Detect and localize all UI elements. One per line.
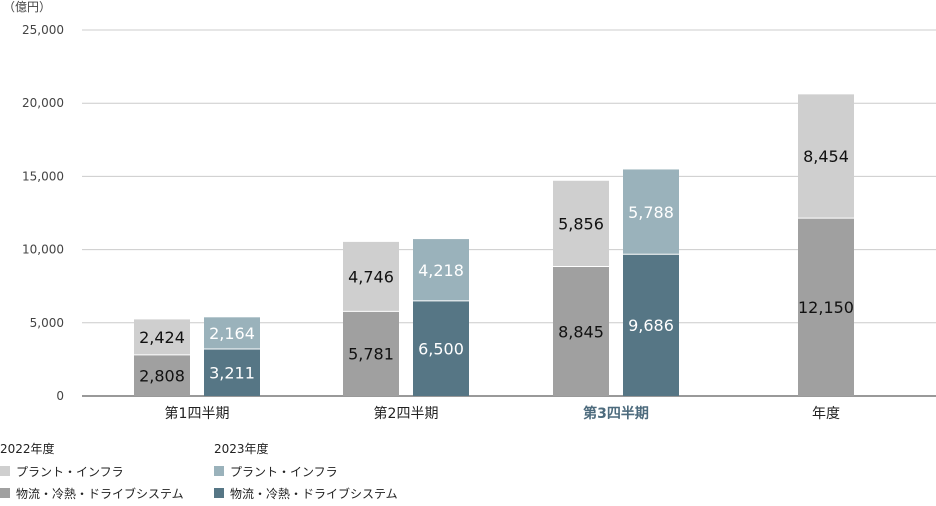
legend-swatch-2022-plant <box>0 466 10 476</box>
bar-segment <box>343 311 399 396</box>
y-tick-label: 15,000 <box>22 169 64 183</box>
bar-segment <box>204 348 260 396</box>
bar-segment <box>204 317 260 349</box>
bar-segment <box>134 319 190 355</box>
y-tick-label: 25,000 <box>22 23 64 37</box>
bar-segment <box>343 241 399 312</box>
x-category-label: 第3四半期 <box>583 405 649 422</box>
data-label: 5,781 <box>348 345 394 364</box>
bar-segment <box>553 266 609 396</box>
data-label: 8,454 <box>803 147 849 166</box>
y-tick-label: 10,000 <box>22 243 64 257</box>
unit-label: （億円） <box>3 0 51 14</box>
bar-segment <box>623 254 679 396</box>
x-category-label: 年度 <box>812 406 840 422</box>
x-category-label: 第1四半期 <box>165 405 230 422</box>
legend-2022: 2022年度 プラント・インフラ 物流・冷熱・ドライブシステム <box>0 440 184 506</box>
legend-label-2022-plant: プラント・インフラ <box>16 464 124 479</box>
legend-label-2023-plant: プラント・インフラ <box>230 464 338 479</box>
data-label: 2,164 <box>209 324 255 343</box>
data-label: 4,218 <box>418 261 464 280</box>
legend-2023: 2023年度 プラント・インフラ 物流・冷熱・ドライブシステム <box>214 440 398 506</box>
stacked-bar-chart: （億円） 0 5,000 10,000 15,000 20,000 25,000 2,808 2… <box>3 0 936 422</box>
y-tick-label: 5,000 <box>30 316 64 330</box>
legend-label-2022-logistics: 物流・冷熱・ドライブシステム <box>16 486 184 501</box>
bar-segment <box>798 218 854 396</box>
legend-label-2023-logistics: 物流・冷熱・ドライブシステム <box>230 486 398 501</box>
data-label: 6,500 <box>418 339 464 358</box>
legend-item-2022-plant: プラント・インフラ <box>0 462 184 480</box>
x-category-label: 第2四半期 <box>374 405 439 422</box>
data-label: 5,788 <box>628 203 674 222</box>
data-label: 8,845 <box>558 322 604 341</box>
legend-swatch-2023-plant <box>214 466 224 476</box>
data-label: 2,808 <box>139 366 185 385</box>
bar-segment <box>413 300 469 396</box>
bar-segment <box>413 239 469 301</box>
bar-segment <box>134 354 190 396</box>
data-label: 5,856 <box>558 215 604 234</box>
legend-item-2023-logistics: 物流・冷熱・ドライブシステム <box>214 484 398 502</box>
bar-segment <box>553 180 609 267</box>
legend-title-2022: 2022年度 <box>0 442 55 456</box>
legend-swatch-2022-logistics <box>0 488 10 498</box>
data-label: 3,211 <box>209 363 255 382</box>
legend-item-2022-logistics: 物流・冷熱・ドライブシステム <box>0 484 184 502</box>
data-label: 9,686 <box>628 316 674 335</box>
data-label: 4,746 <box>348 268 394 287</box>
legend-title-2023: 2023年度 <box>214 442 269 456</box>
y-tick-label: 20,000 <box>22 96 64 110</box>
bar-segment <box>623 169 679 255</box>
bar-segment <box>798 94 854 219</box>
y-tick-label: 0 <box>56 389 64 403</box>
legend-item-2023-plant: プラント・インフラ <box>214 462 398 480</box>
data-label: 12,150 <box>798 298 854 317</box>
legend-swatch-2023-logistics <box>214 488 224 498</box>
data-label: 2,424 <box>139 328 185 347</box>
